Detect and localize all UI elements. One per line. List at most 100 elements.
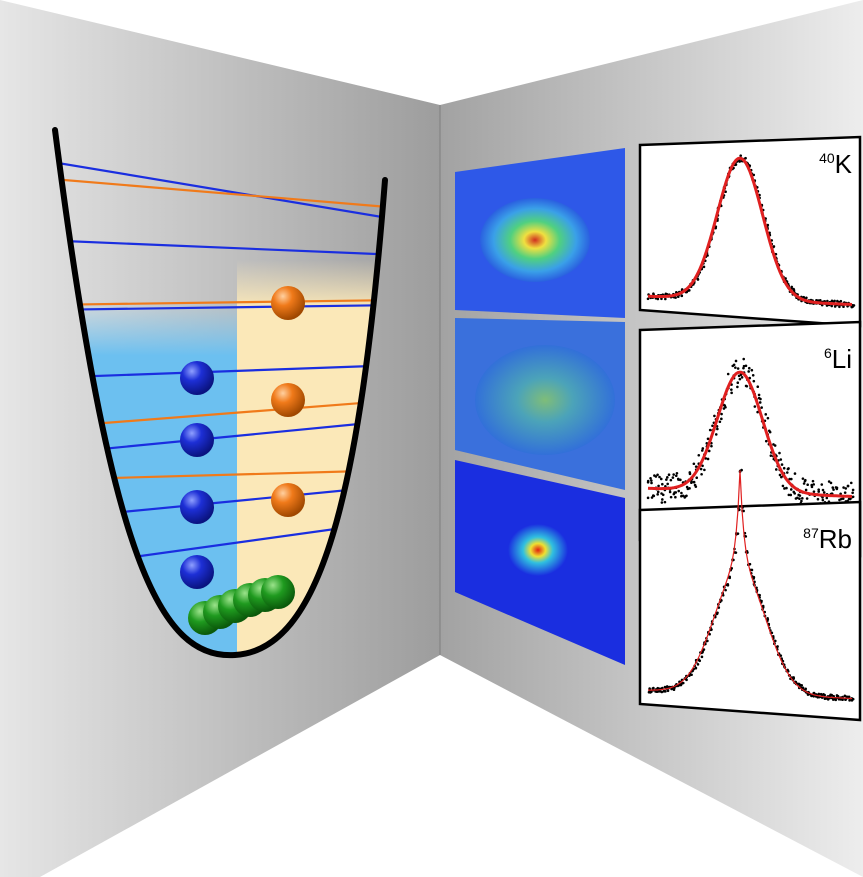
absorption-images	[455, 148, 625, 665]
data-point	[700, 473, 703, 476]
data-point	[822, 489, 825, 492]
data-point	[747, 370, 750, 373]
data-point	[720, 413, 723, 416]
data-point	[775, 468, 778, 471]
data-point	[756, 385, 759, 388]
data-point	[668, 473, 671, 476]
data-point	[799, 494, 802, 497]
data-point	[805, 489, 808, 492]
data-point	[774, 444, 777, 447]
image-cloud	[508, 524, 568, 576]
data-point	[798, 497, 801, 500]
data-point	[719, 420, 722, 423]
data-point	[735, 360, 738, 363]
atom	[180, 555, 214, 589]
data-point	[665, 478, 668, 481]
data-point	[652, 292, 655, 295]
data-point	[753, 576, 756, 579]
data-point	[672, 473, 675, 476]
data-point	[743, 365, 746, 368]
data-point	[774, 640, 777, 643]
data-point	[707, 458, 710, 461]
data-point	[647, 480, 650, 483]
data-point	[794, 472, 797, 475]
data-point	[661, 501, 664, 504]
data-point	[656, 493, 659, 496]
element-symbol: Rb	[819, 524, 852, 554]
data-point	[664, 501, 667, 504]
data-point	[758, 394, 761, 397]
data-point	[666, 483, 669, 486]
data-point	[767, 417, 770, 420]
data-point	[793, 492, 796, 495]
data-point	[653, 495, 656, 498]
data-point	[812, 483, 815, 486]
data-point	[832, 488, 835, 491]
data-point	[670, 479, 673, 482]
data-point	[647, 298, 650, 301]
data-point	[720, 418, 723, 421]
data-point	[833, 300, 836, 303]
data-point	[840, 300, 843, 303]
image-cloud	[475, 345, 615, 455]
data-point	[811, 486, 814, 489]
data-point	[664, 298, 667, 301]
data-point	[789, 494, 792, 497]
data-point	[730, 388, 733, 391]
data-point	[730, 392, 733, 395]
data-point	[680, 492, 683, 495]
data-point	[787, 467, 790, 470]
data-point	[785, 487, 788, 490]
data-point	[689, 473, 692, 476]
data-point	[850, 482, 853, 485]
atom	[180, 361, 214, 395]
data-point	[653, 474, 656, 477]
data-point	[852, 495, 855, 498]
image-cloud	[480, 198, 590, 282]
element-symbol: Li	[832, 344, 852, 374]
data-point	[690, 673, 693, 676]
data-point	[716, 612, 719, 615]
data-point	[844, 491, 847, 494]
data-point	[744, 157, 747, 160]
data-point	[764, 413, 767, 416]
atom	[271, 483, 305, 517]
data-point	[801, 497, 804, 500]
condensate-atom	[261, 575, 295, 609]
data-point	[715, 433, 718, 436]
data-point	[847, 485, 850, 488]
data-point	[697, 278, 700, 281]
data-point	[836, 486, 839, 489]
data-point	[769, 431, 772, 434]
data-point	[751, 369, 754, 372]
data-point	[701, 656, 704, 659]
data-point	[650, 479, 653, 482]
data-point	[647, 497, 650, 500]
data-point	[685, 494, 688, 497]
data-point	[781, 463, 784, 466]
data-point	[806, 483, 809, 486]
data-point	[724, 589, 727, 592]
data-point	[826, 497, 829, 500]
data-point	[813, 490, 816, 493]
data-point	[662, 493, 665, 496]
atom	[271, 383, 305, 417]
data-point	[766, 617, 769, 620]
data-point	[695, 485, 698, 488]
data-point	[742, 358, 745, 361]
data-point	[848, 699, 851, 702]
data-point	[727, 584, 730, 587]
data-point	[817, 498, 820, 501]
data-point	[804, 480, 807, 483]
data-point	[823, 491, 826, 494]
data-point	[652, 687, 655, 690]
data-point	[677, 490, 680, 493]
data-point	[752, 374, 755, 377]
data-point	[751, 569, 754, 572]
atom	[271, 286, 305, 320]
data-point	[844, 487, 847, 490]
data-point	[739, 378, 742, 381]
data-point	[780, 458, 783, 461]
data-point	[758, 594, 761, 597]
data-point	[745, 385, 748, 388]
